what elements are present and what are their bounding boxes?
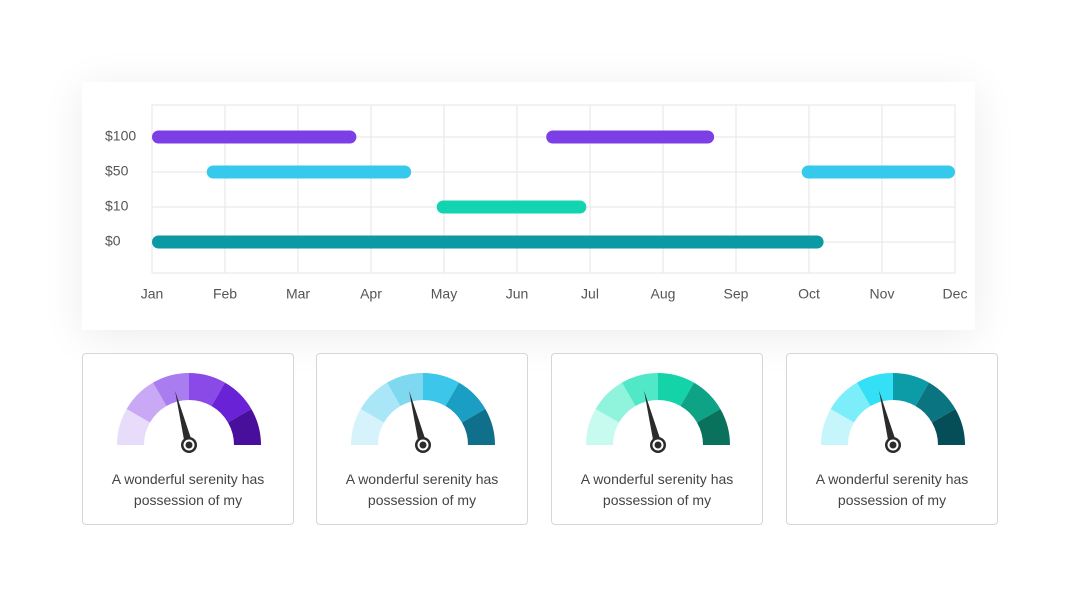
gauge-segment (461, 409, 495, 445)
gauge-needle (879, 390, 897, 446)
gauge-caption: A wonderful serenity has possession of m… (815, 471, 969, 508)
chart-card: Jan Feb Mar Apr May Jun Jul Aug Sep Oct Nov Dec $100… (82, 82, 975, 330)
gauge (821, 373, 965, 453)
gauge-segment (117, 409, 151, 445)
gauge-segment (227, 409, 261, 445)
x-tick-label: Jul (581, 286, 599, 302)
gauge-segment (153, 373, 189, 407)
needle-hub-dot (889, 441, 897, 449)
gauge-segment (622, 373, 658, 407)
gauge-segment (360, 382, 401, 423)
needle-hub-dot (419, 441, 427, 449)
gauge-caption: A wonderful serenity has possession of m… (580, 471, 734, 508)
y-category-label: $10 (105, 198, 129, 214)
gauge-needle (409, 390, 427, 446)
gauge-segment (931, 409, 965, 445)
gauge-segment (696, 409, 730, 445)
bar (152, 235, 824, 249)
x-tick-label: Dec (943, 286, 968, 302)
gauge (586, 373, 730, 453)
gauge-segment (857, 373, 893, 407)
gauge-segment (915, 382, 956, 423)
x-tick-label: Apr (360, 286, 382, 302)
chart: Jan Feb Mar Apr May Jun Jul Aug Sep Oct Nov Dec $100… (105, 104, 968, 302)
needle-hub-dot (654, 441, 662, 449)
gauge-card: A wonderful serenity has possession of m… (82, 353, 294, 525)
gauge-segment (680, 382, 721, 423)
gauge-segment (211, 382, 252, 423)
bar (152, 130, 357, 144)
x-tick-label: Aug (651, 286, 676, 302)
x-tick-label: Mar (286, 286, 310, 302)
x-tick-label: Sep (724, 286, 749, 302)
gauge-segment (658, 373, 694, 407)
gauge (117, 373, 261, 453)
y-category-label: $50 (105, 163, 129, 179)
gauge-card: A wonderful serenity has possession of m… (551, 353, 763, 525)
gauge-segment (423, 373, 459, 407)
x-tick-label: May (431, 286, 457, 302)
bar (206, 165, 412, 179)
gauge-segment (893, 373, 929, 407)
gauge-needle (175, 390, 193, 446)
x-tick-label: Nov (870, 286, 895, 302)
gauge-segment (586, 409, 620, 445)
gauge-segment (445, 382, 486, 423)
gauge-caption: A wonderful serenity has possession of m… (345, 471, 499, 508)
x-tick-label: Oct (798, 286, 820, 302)
gauge-segment (126, 382, 167, 423)
y-category-label: $100 (105, 128, 136, 144)
gauge-card: A wonderful serenity has possession of m… (316, 353, 528, 525)
x-tick-label: Feb (213, 286, 237, 302)
gauge-card: A wonderful serenity has possession of m… (786, 353, 998, 525)
x-tick-label: Jan (141, 286, 164, 302)
gauge (351, 373, 495, 453)
bar (801, 165, 955, 179)
gauge-segment (830, 382, 871, 423)
y-category-label: $0 (105, 233, 121, 249)
gauge-caption: A wonderful serenity has possession of m… (111, 471, 265, 508)
gauge-needle (644, 390, 662, 446)
gauge-segment (595, 382, 636, 423)
gauge-segment (387, 373, 423, 407)
x-tick-label: Jun (506, 286, 529, 302)
gauge-segment (821, 409, 855, 445)
bar (546, 130, 715, 144)
gauge-segment (189, 373, 225, 407)
gauge-segment (351, 409, 385, 445)
bar (436, 200, 587, 214)
needle-hub-dot (185, 441, 193, 449)
